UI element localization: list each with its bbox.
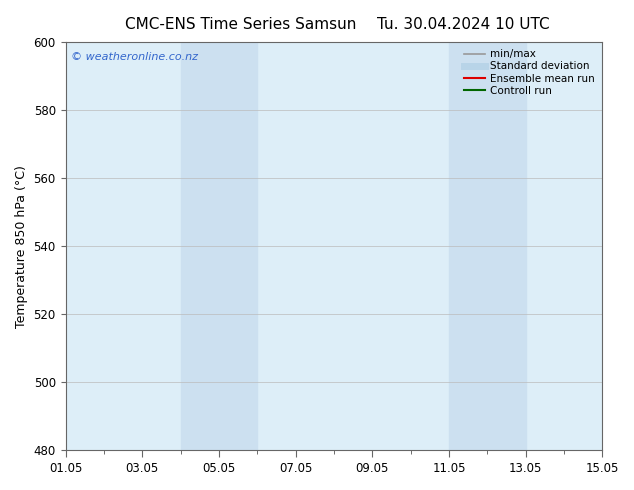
- Text: CMC-ENS Time Series Samsun: CMC-ENS Time Series Samsun: [126, 17, 356, 32]
- Bar: [449, 42, 526, 450]
- Bar: [181, 42, 257, 450]
- Y-axis label: Temperature 850 hPa (°C): Temperature 850 hPa (°C): [15, 165, 28, 327]
- Text: © weatheronline.co.nz: © weatheronline.co.nz: [71, 52, 198, 62]
- Legend: min/max, Standard deviation, Ensemble mean run, Controll run: min/max, Standard deviation, Ensemble me…: [462, 47, 597, 98]
- Text: Tu. 30.04.2024 10 UTC: Tu. 30.04.2024 10 UTC: [377, 17, 549, 32]
